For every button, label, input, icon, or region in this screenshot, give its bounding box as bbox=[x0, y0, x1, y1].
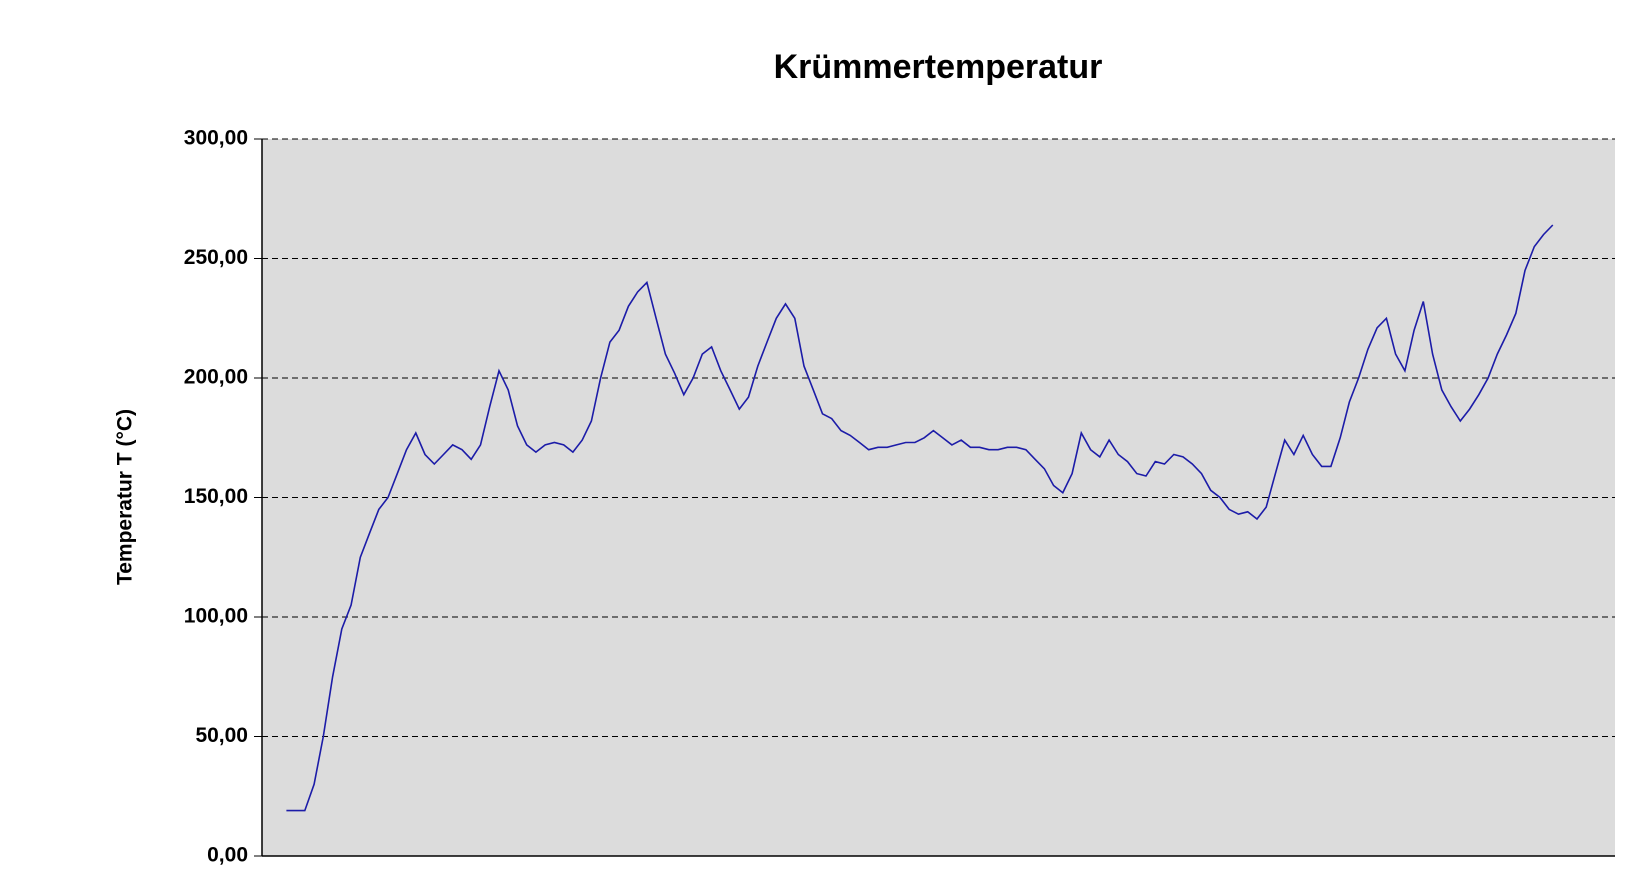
y-tick-label: 250,00 bbox=[184, 246, 248, 269]
y-tick-label: 0,00 bbox=[207, 844, 248, 867]
y-tick-label: 200,00 bbox=[184, 366, 248, 389]
y-tick-label: 50,00 bbox=[195, 724, 248, 747]
y-tick-label: 100,00 bbox=[184, 605, 248, 628]
chart-title: Krümmertemperatur bbox=[774, 48, 1103, 86]
y-tick-label: 150,00 bbox=[184, 485, 248, 508]
y-axis-label: Temperatur T (°C) bbox=[114, 409, 137, 585]
y-tick-label: 300,00 bbox=[184, 127, 248, 150]
data-line bbox=[286, 224, 1554, 812]
